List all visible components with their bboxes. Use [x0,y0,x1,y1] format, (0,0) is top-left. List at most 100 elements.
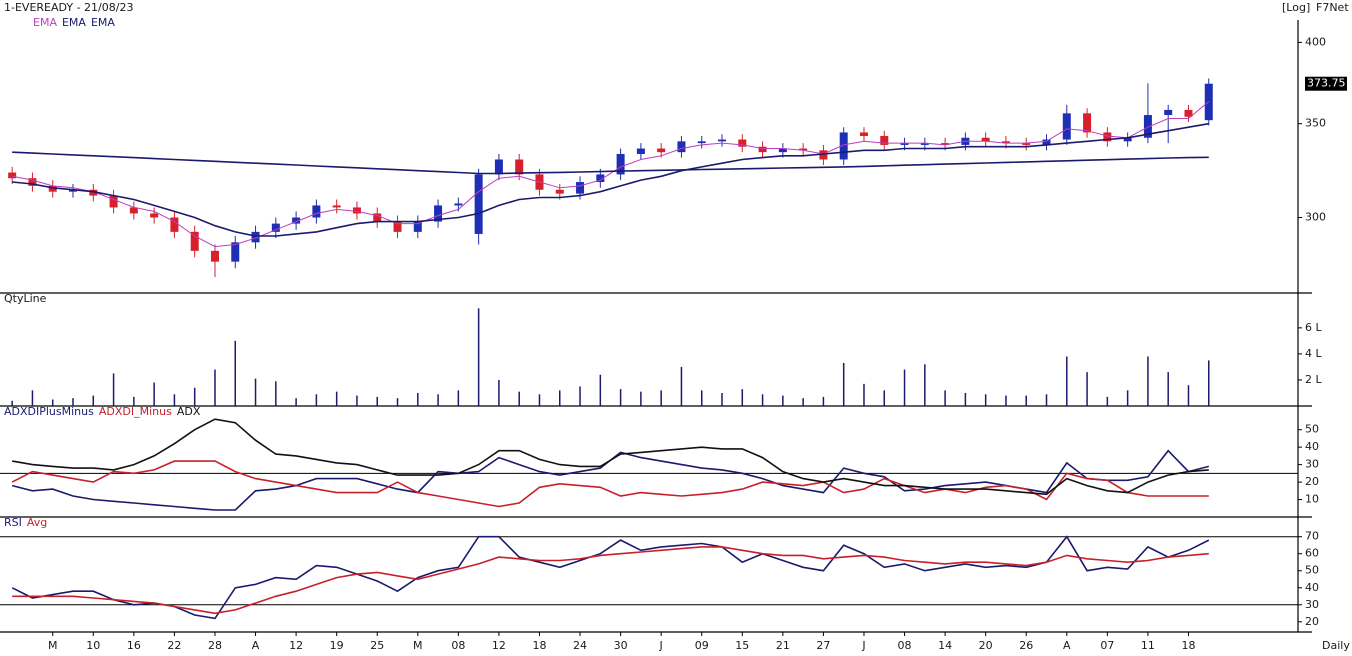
x-tick-label: 26 [1019,639,1033,652]
source: F7Net [1316,1,1349,14]
candle-body [1143,115,1152,138]
series-line [12,546,1209,615]
candle-body [859,132,868,136]
candle-body [515,159,524,175]
x-tick-label: 11 [1141,639,1155,652]
candle-body [1062,113,1071,140]
x-tick-label: 22 [167,639,181,652]
x-tick-label: 12 [289,639,303,652]
candle-body [1022,143,1031,145]
candle-body [8,172,17,179]
series-line [12,122,1209,237]
candle-body [758,146,767,153]
x-tick-label: A [252,639,260,652]
candle-body [1083,113,1092,133]
candle-body [555,189,564,194]
candle-body [251,231,260,243]
x-tick-label: 20 [979,639,993,652]
x-tick-label: 14 [938,639,952,652]
candle-body [312,205,321,218]
candle-body [413,221,422,232]
candle-body [393,221,402,232]
legend-entry: ADXDIPlusMinus [4,405,94,418]
x-tick-label: 12 [492,639,506,652]
candle-body [799,148,808,151]
candle-body [210,250,219,262]
candle-body [981,137,990,142]
candle-body [474,174,483,234]
candle-body [434,205,443,222]
x-tick-label: 24 [573,639,587,652]
candle-body [576,182,585,194]
candle-body [636,148,645,154]
candle-body [129,207,138,214]
series-line [11,460,1209,508]
x-tick-label: 25 [370,639,384,652]
candle-body [1123,137,1132,142]
y-tick-label: 40 [1305,440,1319,453]
scale-label: [Log] [1282,1,1310,14]
x-tick-label: J [861,639,865,652]
candle-body [1001,141,1010,144]
x-tick-label: 09 [695,639,709,652]
candle-body [697,141,706,144]
x-tick-label: 16 [127,639,141,652]
x-tick-label: J [659,639,663,652]
legend-entry: RSI [4,516,22,529]
candle-body [718,139,727,142]
series-line [12,101,1210,248]
y-tick-label: 4 L [1305,347,1322,360]
x-tick-label: M [48,639,58,652]
candle-body [900,143,909,145]
x-tick-label: 28 [208,639,222,652]
x-tick-label: 08 [451,639,465,652]
x-tick-label: 21 [776,639,790,652]
y-tick-label: 20 [1305,475,1319,488]
candle-body [819,150,828,160]
y-tick-label: 400 [1305,35,1326,48]
x-tick-label: 18 [1181,639,1195,652]
candle-body [596,174,605,183]
chart-title: 1-EVEREADY - 21/08/23 [4,1,133,14]
candle-body [1164,109,1173,116]
legend-entry: ADX [177,405,201,418]
candle-body [839,132,848,160]
candle-body [373,213,382,222]
candle-body [352,207,361,214]
legend-entry: EMA [62,16,86,29]
candle-body [920,143,929,145]
y-tick-label: 2 L [1305,373,1322,386]
y-tick-label: 30 [1305,458,1319,471]
legend-entry: EMA [91,16,115,29]
y-tick-label: 70 [1305,530,1319,543]
candle-body [332,205,341,208]
legend-entry: Avg [27,516,47,529]
y-tick-label: 20 [1305,615,1319,628]
y-tick-label: 6 L [1305,321,1322,334]
last-value-box [1305,76,1347,91]
y-tick-label: 50 [1305,564,1319,577]
candle-body [1103,132,1112,142]
x-axis-label: Daily [1322,639,1350,652]
x-tick-label: 10 [86,639,100,652]
x-tick-label: 08 [898,639,912,652]
candle-body [738,139,747,147]
candle-body [48,185,57,192]
series-line [12,418,1209,496]
candle-body [292,217,301,224]
y-tick-label: 350 [1305,117,1326,130]
candle-body [941,143,950,145]
y-tick-label: 300 [1305,210,1326,223]
series-line [11,535,1210,620]
x-tick-label: 18 [532,639,546,652]
x-tick-label: 15 [735,639,749,652]
candle-body [454,203,463,206]
y-tick-label: 50 [1305,423,1319,436]
panel-title: QtyLine [4,292,47,305]
candle-body [880,135,889,145]
candle-body [616,153,625,175]
series-line [12,151,1209,175]
x-tick-label: 30 [614,639,628,652]
candle-body [494,159,503,175]
